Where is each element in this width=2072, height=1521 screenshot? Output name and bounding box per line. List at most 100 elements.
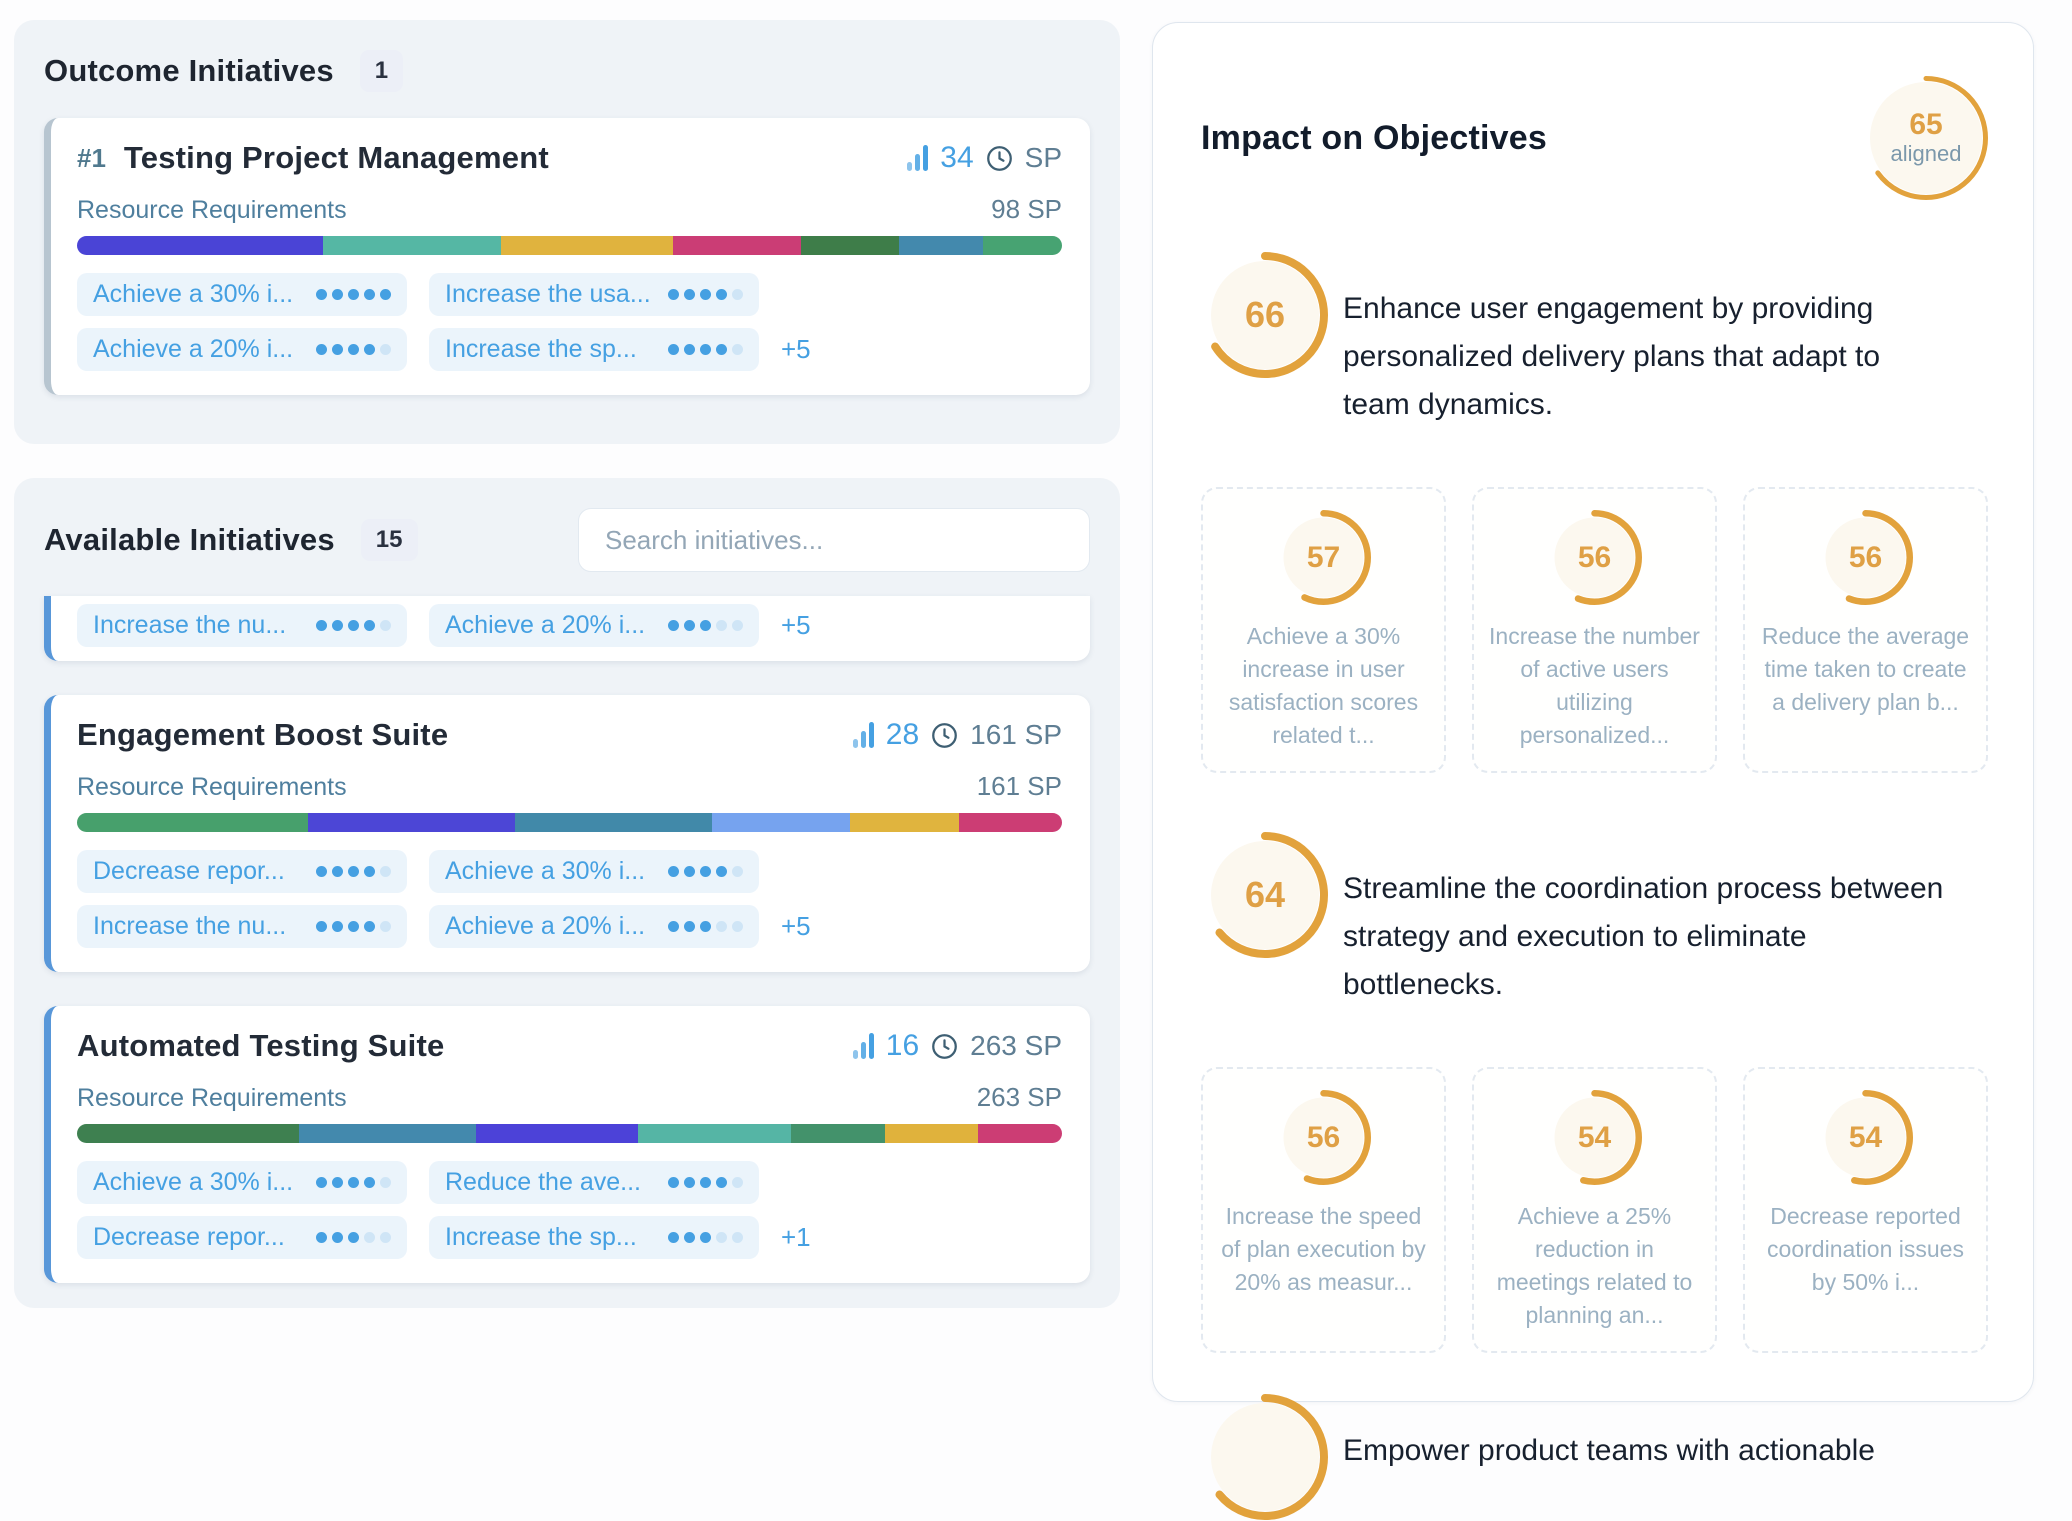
objective-score-ring: 66 [1201,251,1329,379]
key-result-chip[interactable]: Achieve a 30% i... [77,273,407,316]
rating-dots [316,1232,391,1243]
progress-arc [1275,1089,1372,1186]
key-result-chip[interactable]: Achieve a 20% i... [429,604,759,647]
available-initiatives-section: Available Initiatives 15 Increase the nu… [14,478,1120,1308]
key-result-chip[interactable]: Increase the nu... [77,604,407,647]
kr-text: Increase the number of active users util… [1489,623,1700,748]
rating-dots [316,866,391,877]
card-stats: 16 263 SP [852,1029,1062,1063]
chip-label: Decrease repor... [93,1223,285,1251]
impact-bars-icon [907,145,929,171]
key-result-card[interactable]: 54 Decrease reported coordination issues… [1743,1067,1988,1353]
impact-bars-icon [852,722,874,748]
search-box [578,508,1090,572]
key-result-chip[interactable]: Achieve a 30% i... [429,850,759,893]
outcome-count-badge: 1 [359,50,404,92]
key-result-chip[interactable]: Increase the usa... [429,273,759,316]
progress-arc [1817,1089,1914,1186]
rating-dots [668,866,743,877]
chip-label: Increase the nu... [93,611,287,639]
page: { "colors": { "accent_blue": "#45a0e2", … [14,20,2034,1520]
tag-rows: Decrease repor... Achieve a 30% i... Inc… [77,850,1062,948]
clock-icon [931,1033,958,1060]
sp-value: 263 SP [970,1030,1062,1061]
initiative-card-testing-project-management[interactable]: #1 Testing Project Management 34 SP Reso… [44,118,1090,395]
more-tags-count[interactable]: +1 [781,1222,811,1252]
progress-arc [1275,509,1372,606]
impact-bars-icon [852,1033,874,1059]
initiative-card-engagement-boost-suite[interactable]: Engagement Boost Suite 28 161 SP Resourc… [44,695,1090,972]
kr-score-value: 56 [1577,540,1612,574]
key-result-card[interactable]: 57 Achieve a 30% increase in user satisf… [1201,487,1446,773]
kr-score-ring: 54 [1817,1089,1914,1186]
resource-total: 161 SP [976,771,1062,801]
progress-arc [1817,509,1914,606]
objective-score: 66 [1201,251,1329,379]
key-results-grid: 57 Achieve a 30% increase in user satisf… [1201,487,1989,773]
key-result-chip[interactable]: Reduce the ave... [429,1161,759,1204]
chip-label: Achieve a 20% i... [93,335,294,363]
available-section-title: Available Initiatives [44,522,335,557]
impact-on-objectives-panel: Impact on Objectives 65 aligned 66 Enhan… [1152,22,2034,1520]
aligned-score-label: aligned [1890,141,1962,166]
objective-score-value: 66 [1244,294,1286,335]
chip-label: Increase the sp... [445,335,637,363]
aligned-score-value: 65 [1909,108,1943,141]
key-result-card[interactable]: 54 Achieve a 25% reduction in meetings r… [1472,1067,1717,1353]
key-result-card[interactable]: 56 Reduce the average time taken to crea… [1743,487,1988,773]
more-tags-count[interactable]: +5 [781,911,811,941]
rating-dots [316,1177,391,1188]
key-result-chip[interactable]: Achieve a 20% i... [429,905,759,948]
objective-row: 64 Streamline the coordination process b… [1201,831,1989,1039]
rating-dots [668,1177,743,1188]
card-stats: 34 SP [907,141,1062,175]
chip-label: Increase the sp... [445,1223,637,1251]
kr-score-ring: 57 [1275,509,1372,606]
clock-icon [986,145,1013,172]
key-result-chip[interactable]: Achieve a 20% i... [77,328,407,371]
rating-dots [316,620,391,631]
card-header: #1 Testing Project Management 34 SP [77,140,1062,176]
kr-text: Increase the speed of plan execution by … [1221,1203,1426,1295]
key-result-chip[interactable]: Increase the sp... [429,1216,759,1259]
chip-label: Achieve a 30% i... [445,857,646,885]
search-input[interactable] [603,523,1065,557]
key-result-chip[interactable]: Decrease repor... [77,1216,407,1259]
tag-row: Achieve a 20% i... Increase the sp... +5 [77,328,1062,371]
tag-row: Decrease repor... Increase the sp... +1 [77,1216,1062,1259]
rating-dots [316,344,391,355]
objective-text: Enhance user engagement by providing per… [1343,292,1881,421]
initiative-card-partial[interactable]: Increase the nu... Achieve a 20% i... +5 [44,596,1090,661]
progress-arc [1546,509,1643,606]
rating-dots [668,1232,743,1243]
rank-label: #1 [77,142,106,173]
impact-panel-title: Impact on Objectives [1201,118,1547,157]
kr-score-value: 54 [1577,1120,1612,1154]
progress-arc [1546,1089,1643,1186]
card-stats: 28 161 SP [852,718,1062,752]
tag-rows: Achieve a 30% i... Increase the usa... A… [77,273,1062,371]
objective-score-value: 64 [1244,874,1286,915]
key-result-chip[interactable]: Achieve a 30% i... [77,1161,407,1204]
sp-value: 161 SP [970,719,1062,750]
key-result-card[interactable]: 56 Increase the number of active users u… [1472,487,1717,773]
kr-text: Achieve a 25% reduction in meetings rela… [1496,1203,1693,1328]
chip-label: Achieve a 30% i... [93,1168,294,1196]
resource-total: 98 SP [991,194,1062,224]
key-result-chip[interactable]: Decrease repor... [77,850,407,893]
key-result-card[interactable]: 56 Increase the speed of plan execution … [1201,1067,1446,1353]
more-tags-count[interactable]: +5 [781,334,811,364]
key-result-chip[interactable]: Increase the sp... [429,328,759,371]
initiative-card-automated-testing-suite[interactable]: Automated Testing Suite 16 263 SP Resour… [44,1006,1090,1283]
objective-score-ring [1201,1393,1329,1521]
key-results-grid: 56 Increase the speed of plan execution … [1201,1067,1989,1353]
card-header: Engagement Boost Suite 28 161 SP [77,717,1062,753]
more-tags-count[interactable]: +5 [781,610,811,640]
available-count-badge: 15 [360,519,418,561]
tag-row: Increase the nu... Achieve a 20% i... +5 [77,905,1062,948]
rating-dots [668,344,743,355]
objective-text: Empower product teams with actionable [1343,1434,1875,1467]
key-result-chip[interactable]: Increase the nu... [77,905,407,948]
tag-row: Increase the nu... Achieve a 20% i... +5 [77,604,1062,647]
outcome-section-title: Outcome Initiatives [44,53,334,88]
